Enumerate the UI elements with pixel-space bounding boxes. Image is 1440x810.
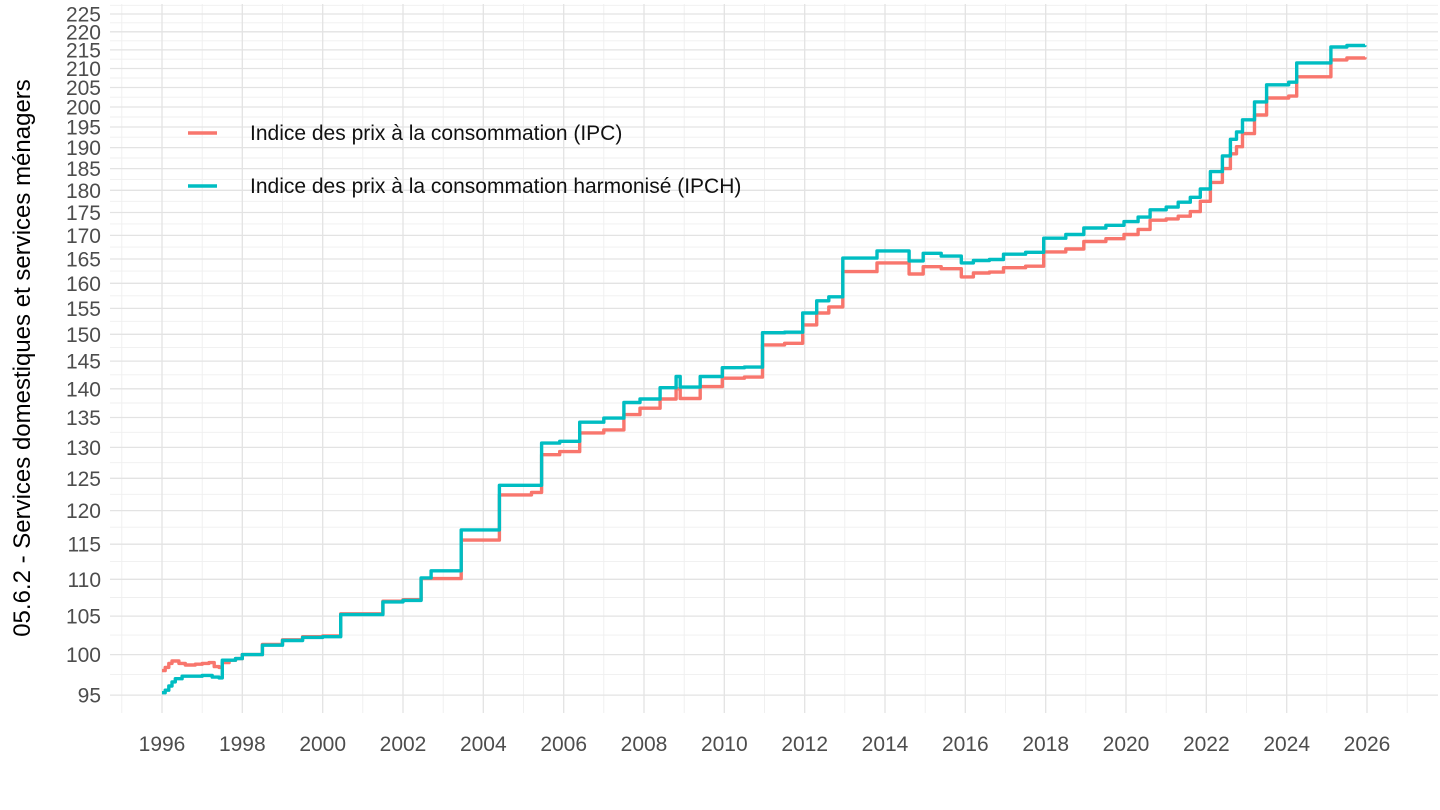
series-line-ipch bbox=[162, 43, 1367, 695]
x-tick-label: 2020 bbox=[1103, 733, 1150, 756]
y-tick-label: 215 bbox=[66, 39, 101, 62]
x-tick-label: 2012 bbox=[781, 733, 828, 756]
y-tick-label: 100 bbox=[66, 644, 101, 667]
x-tick-label: 2016 bbox=[942, 733, 989, 756]
grid-major bbox=[110, 4, 1438, 713]
y-tick-label: 150 bbox=[66, 324, 101, 347]
y-tick-label: 120 bbox=[66, 500, 101, 523]
y-tick-label: 115 bbox=[68, 534, 101, 557]
x-tick-label: 2002 bbox=[380, 733, 427, 756]
y-tick-label: 200 bbox=[66, 97, 101, 120]
x-tick-label: 2022 bbox=[1183, 733, 1230, 756]
y-tick-label: 225 bbox=[66, 4, 101, 27]
x-tick-label: 1996 bbox=[139, 733, 186, 756]
y-tick-label: 135 bbox=[66, 407, 101, 430]
y-tick-label: 140 bbox=[66, 378, 101, 401]
y-tick-label: 195 bbox=[66, 117, 101, 140]
x-tick-label: 2006 bbox=[540, 733, 587, 756]
grid-minor bbox=[110, 4, 1438, 713]
y-axis-tick-labels: 9510010511011512012513013514014515015516… bbox=[66, 4, 101, 708]
legend-label-ipch: Indice des prix à la consommation harmon… bbox=[250, 175, 741, 198]
y-tick-label: 110 bbox=[68, 569, 101, 592]
y-tick-label: 170 bbox=[66, 225, 101, 248]
y-tick-label: 155 bbox=[66, 298, 101, 321]
y-tick-label: 160 bbox=[66, 273, 101, 296]
x-tick-label: 2014 bbox=[862, 733, 909, 756]
y-tick-label: 145 bbox=[66, 351, 101, 374]
x-tick-label: 2026 bbox=[1344, 733, 1391, 756]
x-axis-tick-labels: 1996 1998 2000 2002 2004 2006 2008 2010 2012 2014… bbox=[139, 733, 1391, 756]
y-tick-label: 210 bbox=[66, 58, 101, 81]
y-tick-label: 125 bbox=[66, 468, 101, 491]
x-tick-label: 2010 bbox=[701, 733, 748, 756]
y-tick-label: 180 bbox=[66, 180, 101, 203]
y-tick-label: 220 bbox=[66, 21, 101, 44]
legend: Indice des prix à la consommation (IPC) … bbox=[188, 122, 741, 198]
y-tick-label: 130 bbox=[66, 437, 101, 460]
y-tick-label: 175 bbox=[66, 202, 101, 225]
x-tick-label: 2008 bbox=[621, 733, 668, 756]
y-tick-label: 105 bbox=[66, 606, 101, 629]
y-tick-label: 165 bbox=[66, 249, 101, 272]
y-tick-label: 190 bbox=[66, 137, 101, 160]
y-tick-label: 95 bbox=[78, 685, 101, 708]
y-axis-title: 05.6.2 - Services domestiques et service… bbox=[9, 79, 36, 637]
x-tick-label: 2004 bbox=[460, 733, 507, 756]
y-tick-label: 185 bbox=[66, 158, 101, 181]
y-tick-label: 205 bbox=[66, 77, 101, 100]
x-tick-label: 2000 bbox=[299, 733, 346, 756]
legend-label-ipc: Indice des prix à la consommation (IPC) bbox=[250, 122, 622, 145]
x-tick-label: 2024 bbox=[1263, 733, 1310, 756]
x-tick-label: 2018 bbox=[1022, 733, 1069, 756]
series-lines bbox=[162, 43, 1367, 695]
x-tick-label: 1998 bbox=[219, 733, 266, 756]
